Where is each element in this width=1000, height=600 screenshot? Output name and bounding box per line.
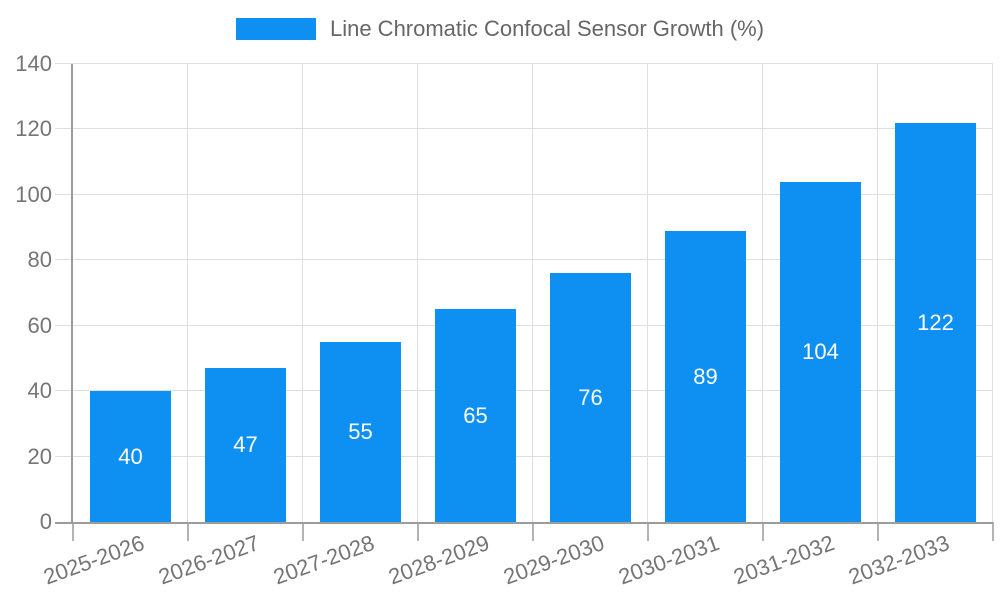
y-gridline [55, 63, 993, 64]
bar[interactable]: 40 [90, 391, 171, 522]
x-axis-tick [302, 522, 304, 541]
bar-value-label: 65 [463, 402, 488, 428]
bar[interactable]: 47 [205, 368, 286, 522]
x-axis-tick [417, 522, 419, 541]
bar-value-label: 104 [802, 339, 839, 364]
bar[interactable]: 76 [550, 273, 631, 522]
y-axis-tick-label: 100 [15, 181, 52, 207]
y-gridline [55, 390, 993, 392]
bar[interactable]: 122 [895, 123, 976, 522]
y-gridline [55, 193, 993, 195]
x-axis-tick [187, 522, 189, 541]
y-axis-line [71, 64, 73, 522]
legend-swatch-icon [235, 18, 316, 40]
bar[interactable]: 55 [320, 342, 401, 522]
x-axis-tick [647, 522, 649, 541]
bar-value-label: 55 [348, 419, 373, 444]
y-gridline [55, 259, 993, 261]
x-axis-tick [877, 522, 879, 541]
x-axis-tick [762, 522, 764, 541]
x-gridline [417, 64, 418, 522]
bar-value-label: 40 [118, 443, 143, 469]
y-gridline [55, 324, 993, 326]
x-gridline [302, 64, 303, 522]
x-gridline [187, 64, 188, 522]
bar-value-label: 76 [578, 384, 603, 410]
bar[interactable]: 104 [780, 182, 861, 522]
bar[interactable]: 89 [665, 231, 746, 522]
y-axis-tick-label: 0 [39, 509, 52, 534]
y-axis-tick-label: 120 [15, 116, 52, 142]
y-gridline [55, 455, 993, 457]
x-axis-tick [72, 522, 74, 541]
y-gridline [55, 128, 993, 130]
y-axis-tick-label: 40 [27, 378, 52, 404]
x-gridline [647, 64, 648, 522]
x-axis-tick [992, 522, 994, 541]
legend-label: Line Chromatic Confocal Sensor Growth (%… [329, 16, 765, 41]
y-axis-tick-label: 20 [27, 443, 52, 469]
x-gridline [877, 64, 878, 522]
bar-value-label: 122 [917, 309, 954, 335]
x-axis-tick [532, 522, 534, 541]
x-gridline [762, 64, 763, 522]
x-gridline [992, 64, 993, 522]
x-gridline [532, 64, 533, 522]
bar-value-label: 47 [233, 432, 258, 457]
chart-legend[interactable]: Line Chromatic Confocal Sensor Growth (%… [0, 17, 1000, 41]
y-axis-tick-label: 60 [27, 312, 52, 338]
bar-value-label: 89 [693, 363, 718, 389]
y-axis-tick-label: 140 [15, 51, 52, 76]
bar[interactable]: 65 [435, 309, 516, 522]
x-axis-line [55, 522, 993, 524]
y-axis-tick-label: 80 [27, 247, 52, 273]
